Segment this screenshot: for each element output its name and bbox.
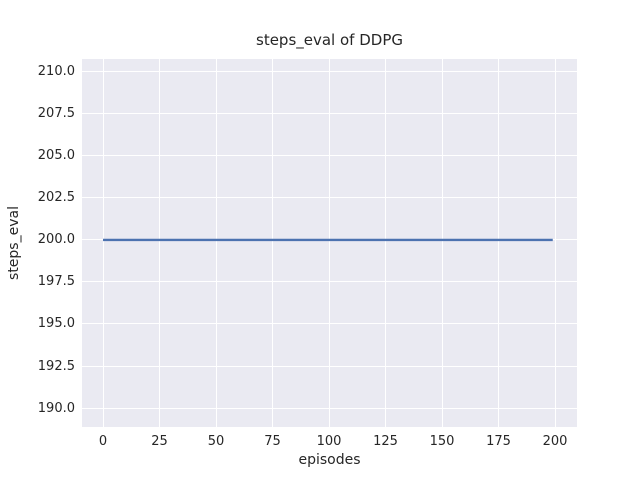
y-tick-label: 197.5 bbox=[37, 274, 75, 290]
x-tick-label: 200 bbox=[542, 434, 568, 449]
plot-area bbox=[82, 59, 577, 427]
y-tick-label: 210.0 bbox=[37, 64, 75, 80]
y-tick-label: 190.0 bbox=[37, 400, 75, 416]
x-tick-label: 150 bbox=[429, 434, 455, 449]
gridline-horizontal bbox=[82, 71, 577, 73]
x-tick-label: 25 bbox=[151, 434, 168, 449]
data-line-layer bbox=[103, 238, 553, 242]
gridline-vertical bbox=[272, 59, 273, 427]
gridline-vertical bbox=[385, 59, 386, 427]
x-tick-label: 50 bbox=[207, 434, 225, 449]
gridline-horizontal bbox=[82, 113, 577, 115]
gridline-horizontal bbox=[82, 323, 577, 325]
gridline-vertical bbox=[215, 59, 217, 427]
x-tick-label: 0 bbox=[98, 434, 108, 449]
gridline-horizontal bbox=[82, 197, 577, 199]
y-tick-label: 202.5 bbox=[37, 190, 75, 206]
y-tick-label: 195.0 bbox=[37, 316, 75, 332]
x-axis-label: episodes bbox=[298, 452, 361, 468]
gridline-horizontal bbox=[82, 281, 577, 283]
y-tick-label: 192.5 bbox=[37, 358, 75, 374]
y-tick-label: 205.0 bbox=[37, 148, 75, 164]
gridline-vertical bbox=[328, 59, 330, 427]
x-tick-label: 100 bbox=[316, 434, 342, 449]
gridline-horizontal bbox=[82, 365, 577, 367]
gridline-vertical bbox=[441, 59, 443, 427]
gridline-vertical bbox=[159, 59, 161, 427]
gridline-vertical bbox=[498, 59, 499, 427]
gridline-vertical bbox=[102, 59, 104, 427]
x-tick-label: 175 bbox=[486, 434, 511, 449]
chart-title: steps_eval of DDPG bbox=[256, 31, 403, 49]
x-tick-label: 125 bbox=[373, 434, 398, 449]
gridline-vertical bbox=[554, 59, 556, 427]
gridline-horizontal bbox=[82, 407, 577, 409]
y-tick-label: 200.0 bbox=[37, 232, 75, 248]
gridline-horizontal bbox=[82, 155, 577, 157]
x-tick-label: 75 bbox=[264, 434, 281, 449]
y-tick-label: 207.5 bbox=[37, 106, 75, 122]
